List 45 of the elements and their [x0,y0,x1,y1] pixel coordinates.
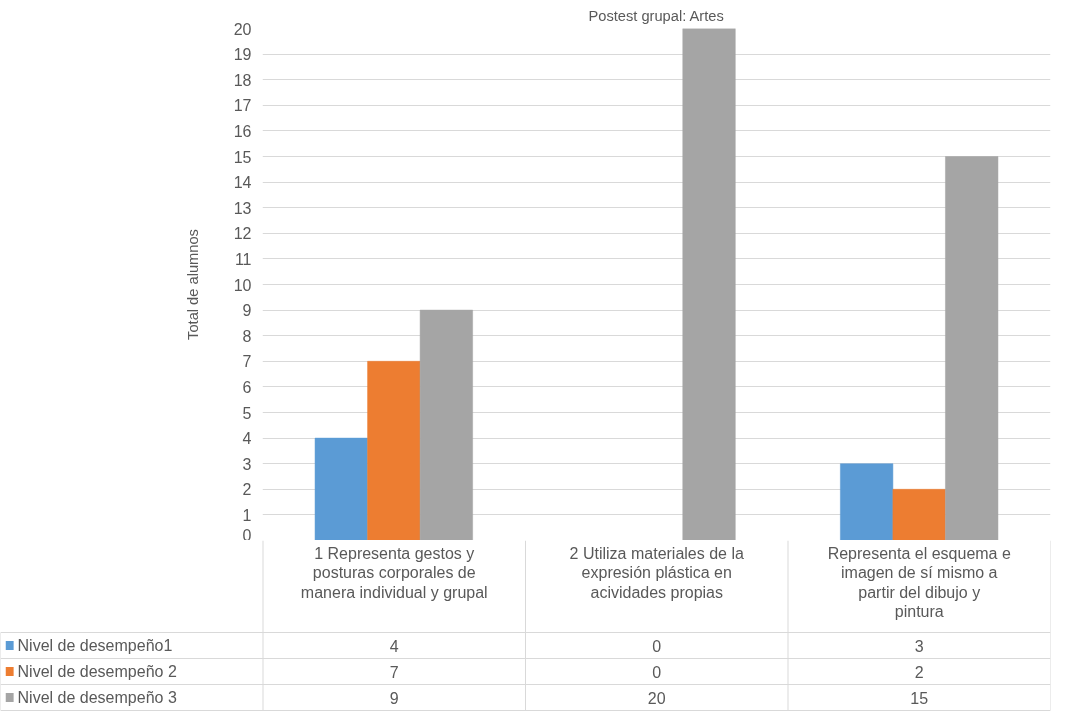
legend-label: Nivel de desempeño 3 [17,689,177,706]
data-label: 20 [647,689,666,707]
data-label: 15 [910,689,929,707]
y-tick-label: 18 [233,71,252,89]
bar [419,309,473,540]
y-tick-label: 15 [233,148,252,166]
data-label: 4 [389,637,399,655]
y-tick-label: 0 [242,526,252,544]
y-tick-label: 1 [242,506,252,524]
y-tick-label: 5 [242,404,252,422]
x-tick-label: Representa el esquema e imagen de sí mismo a partir del dibujo y pintura [827,544,1011,621]
y-tick-label: 3 [242,455,252,473]
y-tick-label: 17 [233,97,252,115]
chart-title: Postest grupal: Artes [588,7,724,24]
bar [367,361,421,540]
bar [892,489,946,540]
y-tick-label: 9 [242,302,252,320]
legend-label: Nivel de desempeño 2 [17,663,177,680]
y-tick-label: 10 [233,276,252,294]
y-tick-label: 14 [233,174,252,192]
y-tick-label: 6 [242,378,252,396]
y-tick-label: 12 [233,225,252,243]
data-label: 3 [914,637,924,655]
bar [314,437,368,540]
y-tick-label: 8 [242,327,252,345]
data-label: 9 [389,689,399,707]
data-label: 2 [914,663,924,681]
x-tick-label: 1 Representa gestos y posturas corporales de manera individual y grupal [300,544,488,601]
data-label: 0 [652,637,662,655]
legend-label: Nivel de desempeño1 [17,637,173,654]
data-label: 0 [652,663,662,681]
bar [682,28,736,540]
y-tick-label: 16 [233,122,252,140]
data-label: 7 [389,663,399,681]
bar [840,463,894,540]
y-tick-label: 4 [242,430,252,448]
y-tick-label: 7 [242,353,252,371]
y-axis-title: Total de alumnos [184,229,201,340]
x-tick-label: 2 Utiliza materiales de la expresión plástica en acividades propias [569,544,744,601]
y-tick-label: 2 [242,481,252,499]
y-tick-label: 20 [233,20,252,38]
y-tick-label: 19 [233,46,252,64]
y-tick-label: 11 [234,250,252,268]
bar [945,156,999,540]
y-tick-label: 13 [233,199,252,217]
